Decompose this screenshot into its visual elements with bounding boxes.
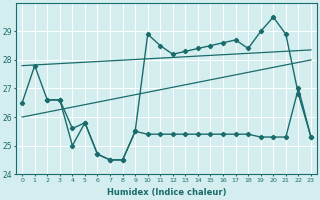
X-axis label: Humidex (Indice chaleur): Humidex (Indice chaleur) (107, 188, 226, 197)
